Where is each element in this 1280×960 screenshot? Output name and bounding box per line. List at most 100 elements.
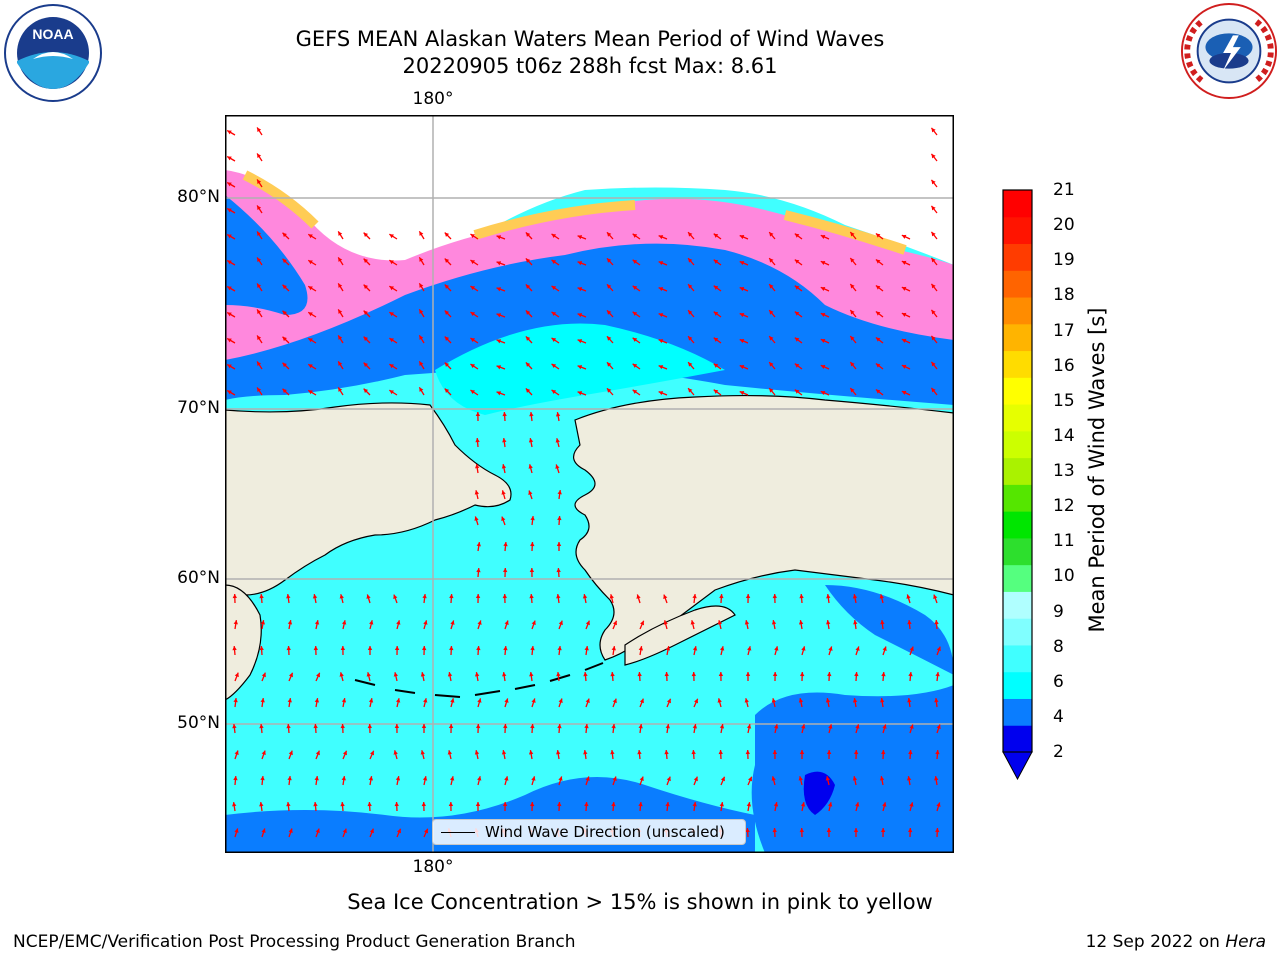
- wind-wave-arrow-head: [658, 313, 664, 318]
- wind-wave-arrow-head: [395, 698, 401, 703]
- wind-wave-arrow-head: [474, 516, 479, 521]
- wind-wave-arrow-head: [855, 802, 860, 807]
- wind-wave-arrow-head: [801, 724, 806, 729]
- wind-wave-arrow-head: [691, 672, 697, 677]
- wind-wave-arrow-head: [908, 750, 913, 755]
- wind-wave-arrow-head: [367, 802, 372, 807]
- wind-wave-arrow-head: [769, 284, 774, 289]
- wind-wave-arrow-head: [739, 313, 745, 318]
- wind-wave-arrow-head: [504, 698, 509, 703]
- colorbar-tick-label: 13: [1053, 461, 1075, 481]
- wind-wave-arrow-head: [901, 338, 907, 343]
- wind-wave-arrow-head: [713, 233, 719, 238]
- wind-wave-arrow-head: [470, 364, 476, 369]
- wind-wave-arrow-head: [901, 390, 907, 395]
- colorbar-tick-label: 10: [1053, 566, 1075, 587]
- wind-wave-arrow-head: [529, 568, 535, 573]
- wind-wave-arrow-head: [746, 724, 752, 729]
- colorbar-segment: [1003, 190, 1032, 218]
- wind-wave-arrow-head: [663, 594, 668, 600]
- wind-wave-arrow-head: [551, 233, 557, 239]
- wind-wave-arrow-head: [282, 258, 287, 264]
- wind-wave-arrow-head: [769, 310, 774, 315]
- noaa-logo: NOAA: [4, 4, 102, 102]
- wind-wave-arrow-head: [423, 620, 428, 625]
- wind-wave-arrow-head: [852, 698, 858, 703]
- run-date: 12 Sep 2022 on Hera: [1086, 932, 1266, 952]
- wind-wave-arrow-head: [530, 516, 535, 521]
- wind-wave-arrow-head: [227, 338, 232, 343]
- wind-wave-arrow-head: [901, 234, 907, 239]
- wind-wave-arrow-head: [577, 313, 583, 318]
- wind-wave-arrow-head: [664, 672, 669, 677]
- wind-wave-arrow-head: [901, 260, 907, 265]
- wind-wave-arrow-head: [338, 361, 343, 366]
- wind-wave-arrow-head: [934, 776, 939, 781]
- wind-wave-arrow-head: [820, 338, 826, 343]
- wind-wave-arrow-head: [421, 646, 427, 651]
- wind-wave-arrow-head: [717, 620, 723, 625]
- wind-wave-arrow-head: [665, 802, 670, 807]
- wind-wave-arrow-head: [828, 646, 833, 651]
- wind-wave-arrow-head: [227, 312, 232, 317]
- wind-wave-arrow-head: [794, 259, 800, 264]
- wind-wave-arrow-head: [288, 828, 293, 833]
- wind-wave-arrow-head: [530, 542, 535, 547]
- colorbar: [1002, 189, 1033, 780]
- wind-wave-arrow-head: [449, 646, 454, 651]
- wind-wave-arrow-head: [771, 698, 777, 703]
- wind-wave-arrow-head: [551, 259, 557, 265]
- wind-wave-arrow-head: [632, 363, 638, 368]
- wind-wave-arrow-head: [713, 363, 719, 368]
- wind-wave-arrow-head: [227, 234, 232, 239]
- wind-wave-arrow-head: [257, 127, 262, 133]
- wind-wave-arrow-head: [720, 776, 725, 782]
- wind-wave-arrow-head: [799, 672, 805, 677]
- wind-wave-arrow-head: [342, 828, 347, 834]
- colorbar-segment: [1003, 671, 1032, 699]
- wind-wave-arrow-head: [282, 388, 287, 394]
- wind-wave-arrow-head: [525, 284, 531, 289]
- wind-wave-arrow-head: [935, 672, 940, 677]
- wind-wave-arrow-head: [551, 389, 557, 395]
- wind-wave-arrow-head: [419, 231, 424, 236]
- colorbar-segment: [1003, 591, 1032, 619]
- wind-wave-arrow-head: [474, 750, 480, 755]
- wind-wave-arrow-head: [341, 776, 346, 781]
- wind-wave-arrow-head: [338, 309, 343, 314]
- wind-wave-arrow-head: [447, 750, 453, 755]
- wind-wave-arrow-head: [389, 364, 394, 369]
- wind-wave-arrow-head: [632, 233, 638, 238]
- wind-wave-arrow-head: [389, 234, 394, 239]
- wind-wave-arrow-head: [577, 391, 583, 396]
- wind-wave-arrow-head: [694, 698, 699, 704]
- arctic-blue-west: [225, 195, 308, 315]
- colorbar-segment: [1003, 430, 1032, 459]
- wind-wave-arrow-head: [525, 258, 531, 263]
- wind-wave-arrow-head: [638, 646, 644, 651]
- wind-wave-arrow-head: [314, 776, 319, 781]
- wind-wave-arrow-head: [606, 310, 612, 315]
- wind-wave-arrow-head: [363, 310, 369, 316]
- wind-wave-arrow-head: [363, 232, 369, 238]
- map-border: [225, 115, 954, 853]
- wind-wave-arrow-head: [798, 698, 804, 703]
- wind-wave-arrow-head: [664, 750, 669, 755]
- siberia-land: [225, 402, 512, 606]
- wind-wave-arrow-head: [693, 776, 698, 782]
- wind-wave-arrow-head: [773, 802, 779, 807]
- wind-wave-arrow-head: [525, 232, 531, 237]
- colorbar-segment: [1003, 644, 1032, 673]
- wind-wave-arrow-head: [531, 776, 536, 781]
- wind-wave-arrow-head: [338, 335, 343, 340]
- wind-wave-arrow-head: [637, 672, 642, 677]
- wind-wave-arrow-head: [308, 312, 313, 317]
- wind-wave-arrow-head: [612, 776, 617, 781]
- colorbar-segment: [1003, 404, 1032, 432]
- wind-wave-arrow-head: [475, 412, 481, 417]
- wind-wave-arrow-head: [444, 388, 450, 393]
- colorbar-tick-label: 2: [1053, 742, 1064, 762]
- wind-wave-arrow-head: [557, 802, 562, 807]
- wind-wave-arrow-head: [419, 309, 424, 314]
- colorbar-tick-label: 17: [1053, 320, 1075, 341]
